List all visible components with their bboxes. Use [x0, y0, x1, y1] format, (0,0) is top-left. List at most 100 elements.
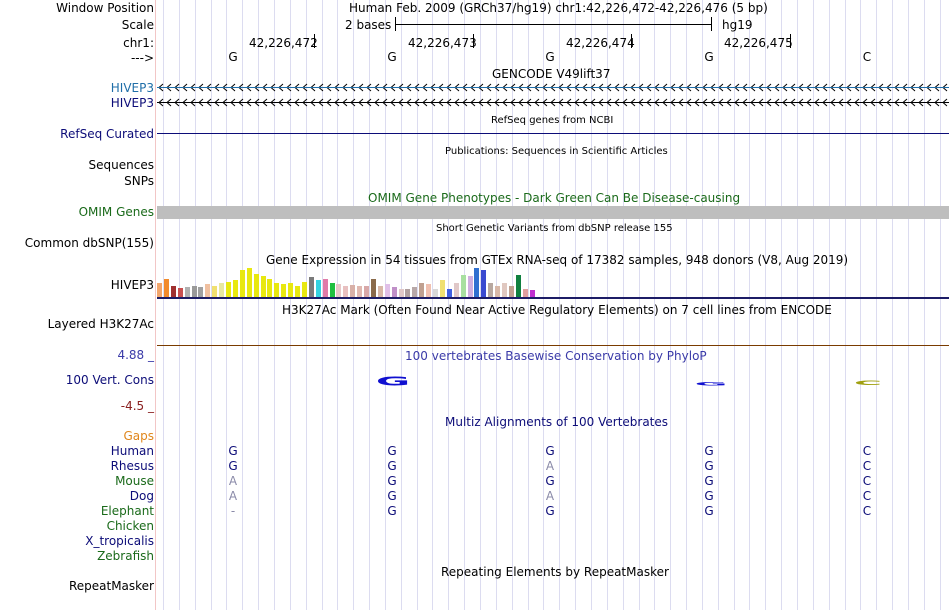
- gtex-tissue-bar[interactable]: [454, 283, 459, 297]
- h3k27ac-track-label[interactable]: Layered H3K27Ac: [47, 317, 154, 331]
- species-label-elephant[interactable]: Elephant: [100, 504, 154, 518]
- gtex-tissue-bar[interactable]: [378, 286, 383, 297]
- gtex-tissue-bar[interactable]: [371, 279, 376, 297]
- gtex-tissue-bar[interactable]: [157, 283, 162, 297]
- gencode-gene-line[interactable]: [157, 98, 949, 107]
- gtex-tissue-bar[interactable]: [474, 268, 479, 297]
- gtex-tissue-bar[interactable]: [516, 275, 521, 297]
- gtex-tissue-bar[interactable]: [302, 282, 307, 297]
- refseq-track-title[interactable]: RefSeq genes from NCBI: [491, 115, 614, 126]
- gtex-tissue-bar[interactable]: [205, 284, 210, 297]
- alignment-base: C: [862, 504, 872, 518]
- gtex-tissue-bar[interactable]: [488, 283, 493, 297]
- gtex-tissue-bar[interactable]: [495, 286, 500, 297]
- gtex-tissue-bar[interactable]: [309, 277, 314, 297]
- gtex-tissue-bar[interactable]: [433, 289, 438, 297]
- gtex-tissue-bar[interactable]: [247, 268, 252, 297]
- gtex-tissue-bar[interactable]: [198, 287, 203, 297]
- gtex-tissue-bar[interactable]: [288, 283, 293, 297]
- gtex-tissue-bar[interactable]: [523, 289, 528, 297]
- grid-line: [512, 0, 513, 610]
- gtex-tissue-bar[interactable]: [267, 279, 272, 297]
- gencode-gene-label[interactable]: HIVEP3: [110, 81, 154, 95]
- gtex-tissue-bar[interactable]: [447, 289, 452, 297]
- species-label-chicken[interactable]: Chicken: [106, 519, 154, 533]
- grid-line: [734, 0, 735, 610]
- gtex-track-title[interactable]: Gene Expression in 54 tissues from GTEx …: [266, 253, 849, 267]
- gtex-tissue-bar[interactable]: [240, 270, 245, 297]
- gtex-tissue-bar[interactable]: [502, 283, 507, 297]
- gtex-tissue-bar[interactable]: [164, 279, 169, 297]
- gtex-tissue-bar[interactable]: [357, 286, 362, 297]
- gtex-tissue-bar[interactable]: [323, 279, 328, 297]
- gtex-tissue-bar[interactable]: [171, 286, 176, 297]
- gtex-tissue-bar[interactable]: [481, 270, 486, 297]
- gtex-tissue-bar[interactable]: [440, 280, 445, 297]
- gtex-tissue-bar[interactable]: [509, 286, 514, 297]
- grid-line: [639, 0, 640, 610]
- gtex-tissue-bar[interactable]: [343, 286, 348, 297]
- gtex-tissue-bar[interactable]: [336, 284, 341, 297]
- refseq-track-label[interactable]: RefSeq Curated: [60, 127, 154, 141]
- gtex-tissue-bar[interactable]: [364, 286, 369, 297]
- species-label-mouse[interactable]: Mouse: [115, 474, 154, 488]
- gtex-tissue-bar[interactable]: [261, 276, 266, 297]
- gtex-tissue-bar[interactable]: [330, 283, 335, 297]
- alignment-base: G: [387, 504, 397, 518]
- gtex-tissue-bar[interactable]: [316, 280, 321, 297]
- gencode-gene-line[interactable]: [157, 83, 949, 92]
- gtex-tissue-bar[interactable]: [412, 287, 417, 297]
- gtex-tissue-bar[interactable]: [468, 276, 473, 297]
- dbsnp-track-label[interactable]: Common dbSNP(155): [24, 236, 154, 250]
- species-label-x_tropicalis[interactable]: X_tropicalis: [85, 534, 154, 548]
- gtex-tissue-bar[interactable]: [350, 285, 355, 297]
- repeatmasker-track-label[interactable]: RepeatMasker: [68, 579, 154, 593]
- gaps-label[interactable]: Gaps: [123, 429, 154, 443]
- grid-line: [369, 0, 370, 610]
- gtex-tissue-bar[interactable]: [419, 283, 424, 297]
- gtex-tissue-bar[interactable]: [185, 287, 190, 297]
- gtex-tissue-bar[interactable]: [226, 282, 231, 297]
- species-label-rhesus[interactable]: Rhesus: [110, 459, 154, 473]
- omim-track-title[interactable]: OMIM Gene Phenotypes - Dark Green Can Be…: [368, 191, 741, 205]
- species-label-dog[interactable]: Dog: [129, 489, 154, 503]
- dbsnp-track-title[interactable]: Short Genetic Variants from dbSNP releas…: [436, 223, 673, 234]
- publications-track-title[interactable]: Publications: Sequences in Scientific Ar…: [445, 146, 668, 157]
- window-position-value: Human Feb. 2009 (GRCh37/hg19) chr1:42,22…: [349, 1, 768, 15]
- multiz-track-title[interactable]: Multiz Alignments of 100 Vertebrates: [445, 415, 669, 429]
- gtex-tissue-bar[interactable]: [399, 289, 404, 297]
- gtex-tissue-bar[interactable]: [385, 284, 390, 297]
- gtex-tissue-bar[interactable]: [192, 286, 197, 297]
- gtex-tissue-bar[interactable]: [254, 274, 259, 297]
- gtex-tissue-bar[interactable]: [461, 275, 466, 297]
- gtex-tissue-bar[interactable]: [281, 284, 286, 297]
- gtex-tissue-bar[interactable]: [295, 286, 300, 297]
- grid-line: [876, 0, 877, 610]
- omim-track-label[interactable]: OMIM Genes: [78, 205, 154, 219]
- gtex-tissue-bar[interactable]: [530, 290, 535, 297]
- gencode-gene-label[interactable]: HIVEP3: [110, 96, 154, 110]
- gtex-tissue-bar[interactable]: [426, 284, 431, 297]
- repeatmasker-track-title[interactable]: Repeating Elements by RepeatMasker: [441, 565, 669, 579]
- sequences-track-label[interactable]: Sequences: [88, 158, 154, 172]
- gtex-tissue-bar[interactable]: [212, 286, 217, 297]
- species-label-zebrafish[interactable]: Zebrafish: [97, 549, 154, 563]
- refseq-gene-line[interactable]: [157, 133, 949, 134]
- snps-track-label[interactable]: SNPs: [124, 174, 154, 188]
- gtex-tissue-bar[interactable]: [405, 289, 410, 297]
- conservation-track-label[interactable]: 100 Vert. Cons: [65, 373, 154, 387]
- conservation-track-title[interactable]: 100 vertebrates Basewise Conservation by…: [405, 349, 707, 363]
- omim-phenotype-band[interactable]: [157, 206, 949, 219]
- gtex-tissue-bar[interactable]: [274, 283, 279, 297]
- gtex-tissue-bar[interactable]: [178, 288, 183, 297]
- gtex-tissue-bar[interactable]: [392, 287, 397, 297]
- conservation-logos[interactable]: G G C: [0, 368, 950, 394]
- species-label-human[interactable]: Human: [110, 444, 154, 458]
- gtex-tissue-bar[interactable]: [233, 280, 238, 297]
- gencode-track-title[interactable]: GENCODE V49lift37: [492, 67, 611, 81]
- alignment-base: G: [545, 444, 555, 458]
- gtex-track-label[interactable]: HIVEP3: [110, 278, 154, 292]
- gtex-tissue-bar[interactable]: [219, 283, 224, 297]
- h3k27ac-track-title[interactable]: H3K27Ac Mark (Often Found Near Active Re…: [282, 303, 832, 317]
- alignment-base: G: [387, 474, 397, 488]
